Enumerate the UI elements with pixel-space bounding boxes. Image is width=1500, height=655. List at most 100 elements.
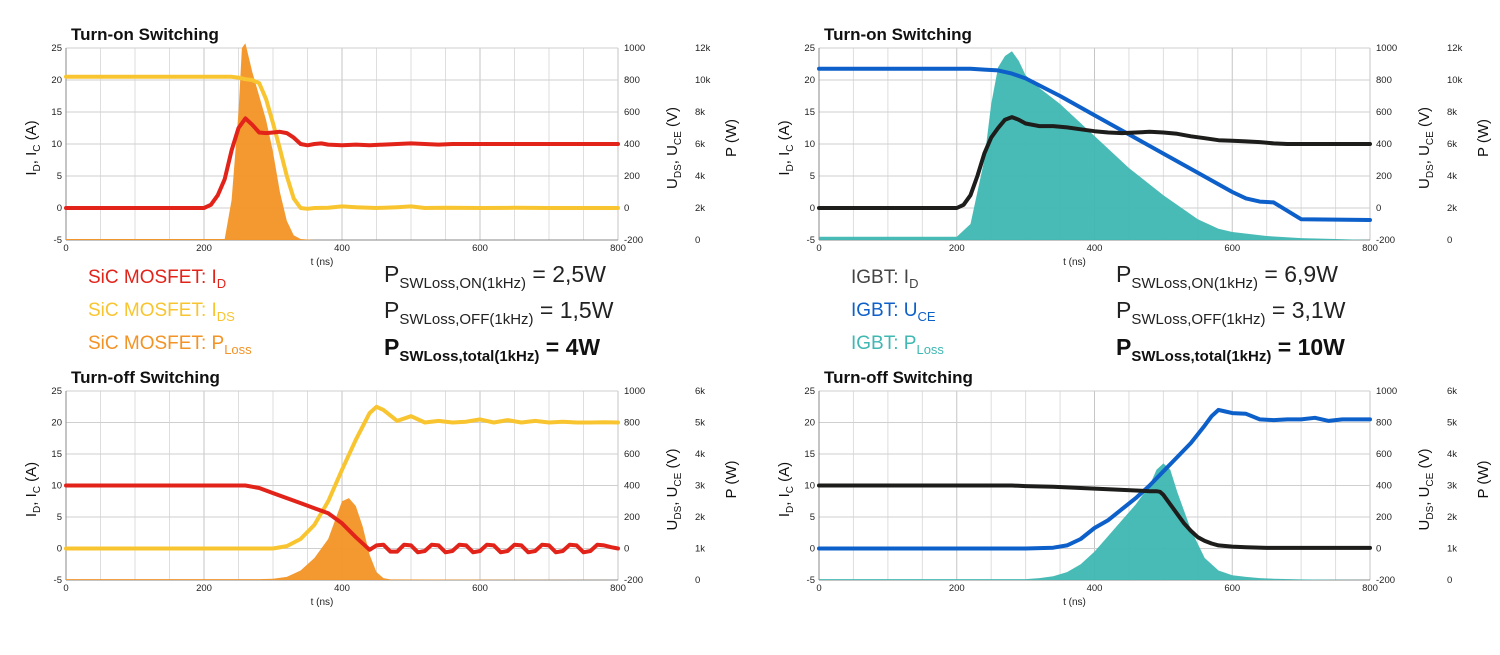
y-u-tick-label: 400 — [1376, 139, 1392, 150]
y-left-axis-label-part-3: (A) — [776, 462, 793, 486]
y-p-tick-label: 6k — [1447, 139, 1457, 150]
y-left-axis-label-part-3: (A) — [23, 462, 40, 486]
y-left-axis-label-part-2: C — [785, 145, 796, 152]
y-p-tick-label: 5k — [1447, 418, 1457, 429]
annotation-igbt-on-main: P — [1116, 261, 1131, 287]
annotation-mosfet-total-value: = 4W — [539, 334, 600, 360]
annotation-igbt-on-sub: SWLoss,ON(1kHz) — [1131, 275, 1258, 292]
y-u-tick-label: 600 — [1376, 449, 1392, 460]
annotation-mosfet-off-value: = 1,5W — [534, 297, 614, 323]
annotation-mosfet-off-sub: SWLoss,OFF(1kHz) — [399, 311, 533, 328]
annotation-igbt: PSWLoss,ON(1kHz) = 6,9W PSWLoss,OFF(1kHz… — [1116, 261, 1346, 365]
y-left-axis-label-part-0: D — [32, 506, 43, 513]
y-p-axis-label: P (W) — [723, 119, 740, 157]
y-left-tick-label: 0 — [810, 544, 815, 555]
x-tick-label: 600 — [1224, 583, 1240, 594]
y-u-axis-label-part-3: (V) — [664, 449, 681, 473]
y-left-axis-label-part-3: (A) — [776, 120, 793, 144]
legend-igbt-ploss: IGBT: PLoss — [851, 333, 944, 357]
annotation-mosfet-total-sub: SWLoss,total(1kHz) — [399, 348, 539, 365]
x-axis-label: t (ns) — [1063, 597, 1086, 608]
y-left-axis-label-part-2: C — [785, 486, 796, 493]
y-u-axis-label-main: U — [664, 520, 681, 531]
y-u-tick-label: 200 — [1376, 171, 1392, 182]
annotation-igbt-total-main: P — [1116, 334, 1131, 360]
y-u-axis-label-part-1: , U — [664, 145, 681, 164]
y-left-tick-label: 25 — [804, 43, 815, 54]
y-u-axis-label-part-2: CE — [673, 472, 684, 486]
chart-title: Turn-on Switching — [71, 25, 219, 44]
y-u-tick-label: 200 — [624, 171, 640, 182]
y-u-axis-label-part-1: , U — [664, 487, 681, 506]
y-left-tick-label: 25 — [804, 386, 815, 397]
y-p-tick-label: 2k — [1447, 512, 1457, 523]
y-left-axis-label-part-1: , I — [23, 152, 40, 165]
y-left-axis-label-main: I — [776, 171, 793, 175]
x-tick-label: 800 — [1362, 243, 1378, 254]
annotation-mosfet-on: PSWLoss,ON(1kHz) = 2,5W — [384, 261, 606, 292]
y-u-axis-label-part-2: CE — [673, 131, 684, 145]
x-tick-label: 200 — [949, 583, 965, 594]
x-tick-label: 400 — [1087, 243, 1103, 254]
y-p-tick-label: 6k — [695, 386, 705, 397]
y-p-tick-label: 2k — [1447, 203, 1457, 214]
annotation-igbt-off-value: = 3,1W — [1266, 297, 1346, 323]
y-u-tick-label: 400 — [624, 139, 640, 150]
legend-igbt-ploss-label: IGBT: P — [851, 333, 916, 354]
legend-igbt-id-sub: D — [909, 276, 918, 291]
y-p-tick-label: 4k — [695, 449, 705, 460]
annotation-igbt-on-value: = 6,9W — [1258, 261, 1338, 287]
y-left-tick-label: 25 — [51, 386, 62, 397]
y-u-tick-label: 800 — [1376, 418, 1392, 429]
y-left-tick-label: 5 — [810, 171, 815, 182]
x-axis-label: t (ns) — [311, 257, 334, 268]
annotation-igbt-off: PSWLoss,OFF(1kHz) = 3,1W — [1116, 297, 1346, 328]
legend-mosfet-id-label: SiC MOSFET: I — [88, 267, 217, 288]
y-p-tick-label: 10k — [695, 75, 711, 86]
y-left-tick-label: 20 — [51, 75, 62, 86]
y-p-tick-label: 3k — [1447, 481, 1457, 492]
y-p-tick-label: 8k — [1447, 107, 1457, 118]
x-tick-label: 600 — [1224, 243, 1240, 254]
legend-igbt-id: IGBT: ID — [851, 267, 918, 291]
y-p-tick-label: 4k — [1447, 171, 1457, 182]
y-u-axis-label: UDS, UCE (V) — [1416, 449, 1436, 531]
x-tick-label: 400 — [334, 243, 350, 254]
series-line-1 — [64, 74, 620, 211]
y-left-tick-label: 15 — [804, 449, 815, 460]
x-tick-label: 200 — [949, 243, 965, 254]
series-area-0 — [66, 498, 618, 580]
y-p-tick-label: 5k — [695, 418, 705, 429]
y-u-tick-label: 400 — [1376, 481, 1392, 492]
y-u-tick-label: 200 — [1376, 512, 1392, 523]
annotation-igbt-total: PSWLoss,total(1kHz) = 10W — [1116, 334, 1345, 365]
y-left-tick-label: 0 — [57, 203, 62, 214]
legend-igbt-ploss-sub: Loss — [916, 342, 944, 357]
y-u-tick-label: -200 — [1376, 575, 1395, 586]
annotation-igbt-total-value: = 10W — [1271, 334, 1345, 360]
y-u-axis-label-part-1: , U — [1416, 145, 1433, 164]
y-p-tick-label: 4k — [1447, 449, 1457, 460]
y-u-axis-label-part-0: DS — [673, 164, 684, 178]
y-p-tick-label: 0 — [1447, 235, 1452, 246]
series-line-1 — [64, 404, 620, 551]
y-u-tick-label: 0 — [624, 203, 629, 214]
y-u-axis-label-main: U — [1416, 178, 1433, 189]
y-left-axis-label-part-0: D — [785, 164, 796, 171]
series-line-2 — [817, 115, 1372, 210]
y-left-tick-label: -5 — [54, 235, 62, 246]
legend-mosfet-ploss-label: SiC MOSFET: P — [88, 333, 224, 354]
annotation-igbt-total-sub: SWLoss,total(1kHz) — [1131, 348, 1271, 365]
y-u-tick-label: 0 — [624, 544, 629, 555]
chart-title: Turn-off Switching — [71, 368, 220, 387]
chart-title: Turn-on Switching — [824, 25, 972, 44]
legend-igbt-id-label: IGBT: I — [851, 267, 909, 288]
annotation-igbt-on: PSWLoss,ON(1kHz) = 6,9W — [1116, 261, 1338, 292]
y-p-tick-label: 12k — [1447, 43, 1463, 54]
y-left-tick-label: -5 — [54, 575, 62, 586]
legend-mosfet-ploss: SiC MOSFET: PLoss — [88, 333, 252, 357]
y-u-axis-label-part-1: , U — [1416, 487, 1433, 506]
y-left-tick-label: 20 — [804, 418, 815, 429]
y-u-tick-label: 800 — [624, 75, 640, 86]
